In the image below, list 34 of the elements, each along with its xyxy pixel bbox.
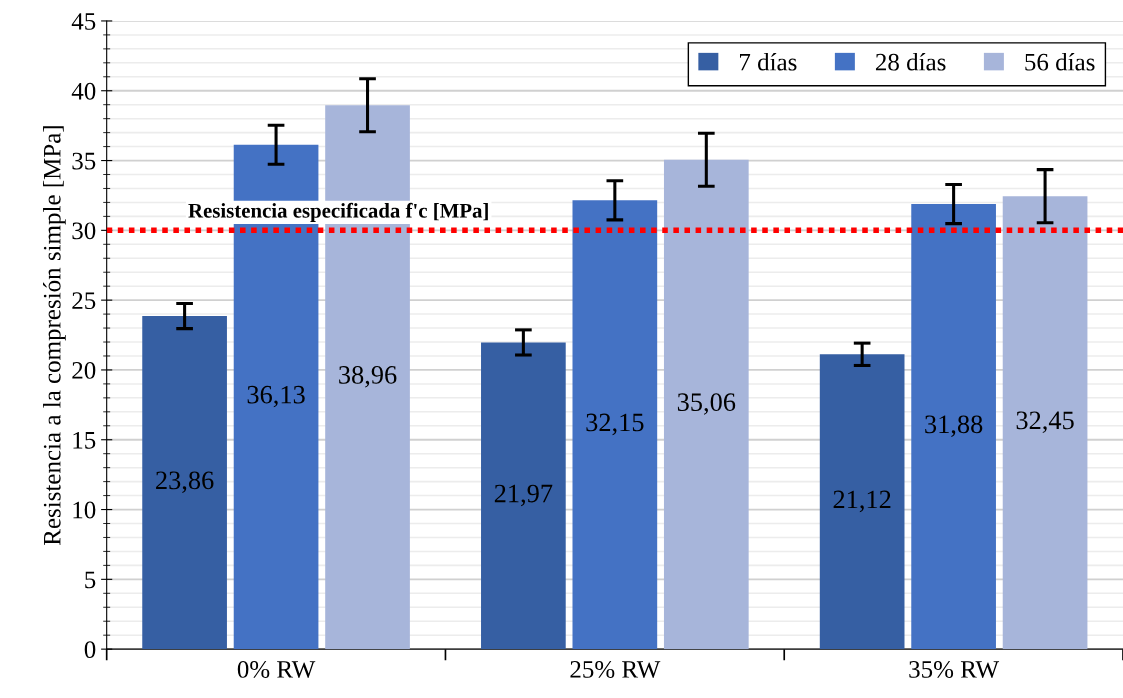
legend-label: 7 días — [740, 52, 797, 71]
data-label: 32,15 — [586, 413, 644, 436]
y-tick-label: 5 — [85, 571, 96, 589]
data-label: 36,13 — [247, 385, 305, 408]
x-tick-label: 0% RW — [237, 660, 316, 678]
ref-line-label: Resistencia especificada f'c [MPa] — [188, 202, 488, 222]
x-tick-label: 25% RW — [570, 660, 661, 678]
y-tick-label: 0 — [84, 641, 96, 659]
y-tick-label: 20 — [72, 361, 96, 379]
bar — [142, 316, 227, 650]
legend-label: 56 días — [1025, 52, 1095, 71]
y-tick-label: 35 — [72, 152, 96, 170]
y-tick-label: 25 — [72, 292, 96, 310]
bar — [1002, 196, 1088, 650]
data-label: 38,96 — [339, 366, 397, 388]
bar — [911, 204, 996, 650]
bar — [481, 342, 566, 650]
data-label: 32,45 — [1016, 411, 1074, 434]
legend-label: 28 días — [875, 52, 946, 71]
data-label: 21,12 — [833, 490, 891, 513]
bar — [819, 354, 905, 650]
data-label: 35,06 — [677, 393, 736, 415]
bar — [663, 159, 749, 650]
x-tick-label: 35% RW — [909, 660, 1000, 678]
y-tick-label: 40 — [71, 82, 96, 100]
bar — [572, 200, 658, 650]
data-label: 23,86 — [156, 471, 214, 493]
y-tick-label: 15 — [73, 431, 96, 449]
y-tick-label: 10 — [73, 501, 96, 519]
data-label: 21,97 — [494, 484, 553, 507]
y-tick-label: 45 — [71, 13, 96, 30]
y-axis-title: Resistencia a la compresión simple [MPa] — [43, 126, 66, 546]
data-label: 31,88 — [925, 415, 983, 438]
y-tick-label: 30 — [72, 222, 96, 240]
